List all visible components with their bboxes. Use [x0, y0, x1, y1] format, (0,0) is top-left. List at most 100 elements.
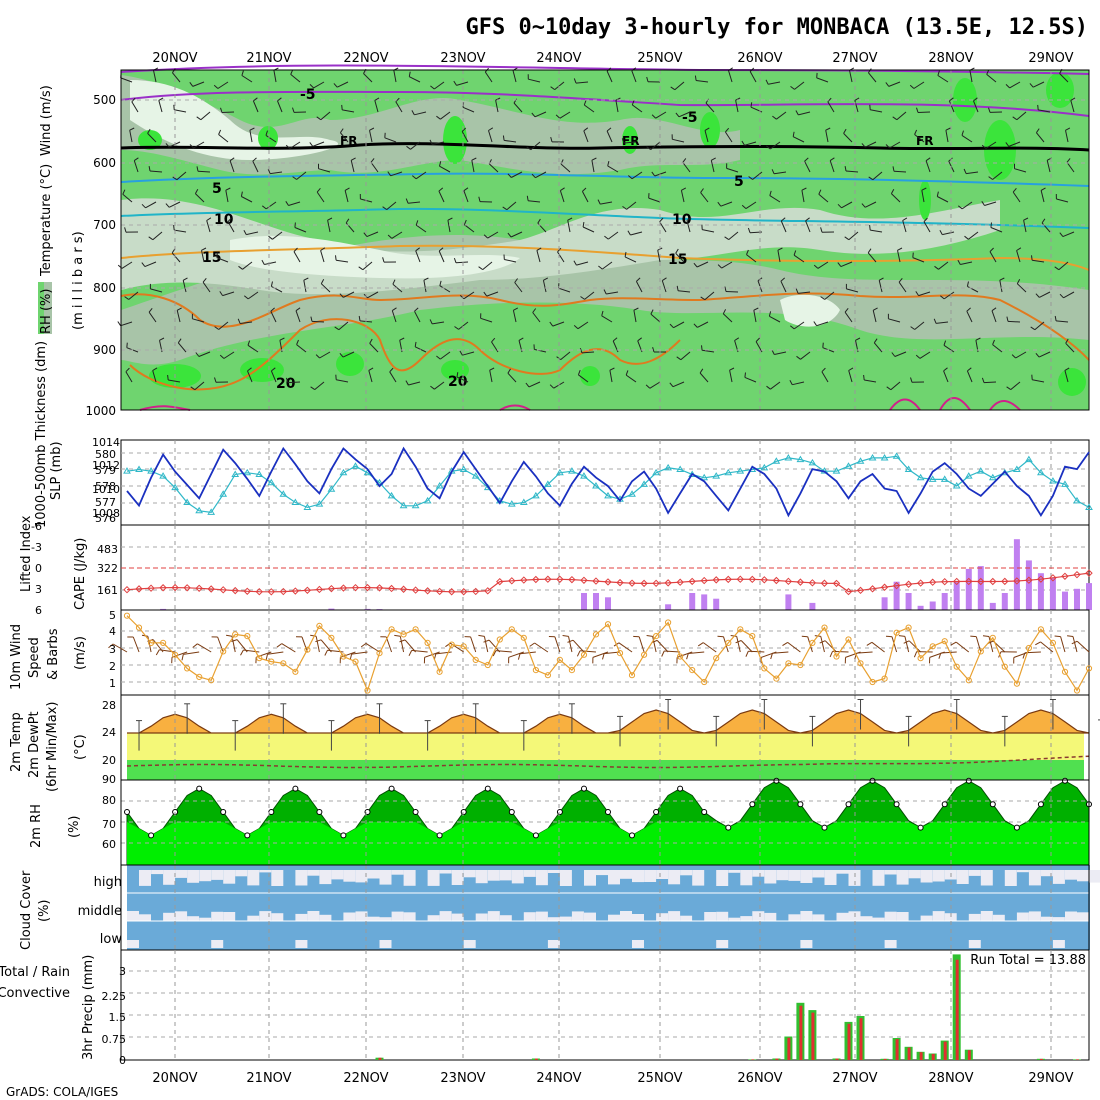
cloud-high-gap — [499, 870, 512, 881]
wind-barb — [1038, 109, 1051, 113]
wind-barb — [241, 75, 253, 83]
wind-barb-flag — [615, 97, 621, 101]
surface-barb-flag — [399, 639, 406, 643]
thickness-marker — [832, 467, 841, 474]
precip-convective-bar — [931, 1053, 935, 1060]
date-tick-bottom: 27NOV — [832, 1071, 877, 1086]
surface-barb-flag — [394, 634, 401, 637]
wind-barb-flag — [885, 144, 890, 149]
wind-barb-flag — [805, 217, 810, 222]
li-marker — [1037, 575, 1045, 583]
wind-barb-flag — [190, 386, 196, 391]
thickness-marker — [471, 472, 480, 479]
wind-barb-flag — [604, 235, 609, 240]
cloud-panel: high middle low Cloud Cover (%) — [19, 864, 1100, 951]
wind-speed-marker — [304, 646, 311, 653]
wind-barb — [633, 310, 637, 323]
wind-barb — [487, 231, 499, 239]
wind-barb-flag — [247, 340, 251, 346]
wind-barb — [936, 321, 949, 324]
wind-speed-marker — [196, 673, 203, 681]
cloud-high-gap — [668, 870, 681, 885]
wind-barb-flag — [939, 229, 943, 235]
wind-barb — [532, 312, 541, 323]
wind-barb-flag — [229, 157, 235, 162]
li-ticks: -6 -3 0 3 6 — [31, 520, 42, 617]
contour-label: FR — [916, 134, 933, 148]
wind-speed-marker — [953, 663, 960, 670]
surface-barb — [820, 636, 825, 653]
wind-barb-flag — [430, 385, 435, 390]
wind-barb — [222, 291, 235, 297]
wind-barb — [252, 100, 259, 113]
wind-barb-flag — [436, 355, 441, 360]
wind-barb — [288, 201, 301, 206]
thickness-marker — [1037, 468, 1045, 476]
wind-barb-flag — [1035, 352, 1040, 358]
wind-barb — [680, 351, 691, 361]
cloud-middle-gap — [367, 916, 380, 921]
rh-marker — [532, 832, 539, 839]
wind-barb-flag — [975, 337, 981, 341]
wind-speed-marker — [424, 639, 431, 647]
wind-barb — [792, 381, 805, 386]
wind-barb-flag — [934, 265, 939, 270]
cape-bar — [809, 602, 816, 610]
wind-barb — [659, 221, 667, 233]
wind-barb — [825, 130, 829, 143]
wind-barb — [314, 381, 325, 390]
wind-barb — [722, 313, 733, 323]
wind-barb-flag — [699, 368, 704, 374]
wind-barb — [265, 201, 277, 210]
li-marker — [423, 587, 432, 595]
wind-barb-flag — [309, 84, 314, 89]
wind-speed-marker — [328, 634, 335, 641]
ylabel-wind-3: & Barbs — [46, 628, 61, 680]
li-marker — [977, 577, 985, 586]
cloud-middle-gap — [608, 914, 620, 921]
wind-barb-flag — [886, 386, 892, 391]
wind-speed-marker — [292, 668, 299, 675]
wind-barb-flag — [844, 236, 850, 241]
wind-barb — [148, 311, 157, 323]
wind-speed-marker — [989, 634, 996, 641]
cloud-middle-gap — [175, 911, 188, 921]
surface-barb — [579, 650, 597, 653]
surface-barb — [435, 651, 452, 655]
li-marker — [279, 587, 288, 596]
wind-barb-flag — [507, 173, 512, 178]
wind-barb-flag — [1005, 84, 1010, 89]
surface-barb — [787, 642, 801, 653]
wind-barb-flag — [646, 146, 651, 151]
cloud-level-label: low — [100, 932, 123, 947]
cloud-high-gap — [740, 870, 753, 886]
wind-barb-flag — [645, 384, 651, 389]
temp-ticks: 28 24 20 90 — [102, 699, 116, 786]
wind-barb-flag — [675, 248, 679, 254]
wind-barb-flag — [582, 222, 585, 228]
cape-bar — [929, 601, 936, 610]
wind-barb-flag — [939, 295, 945, 300]
wind-barb-flag — [201, 247, 207, 251]
precip-convective-bar — [811, 1012, 815, 1060]
surface-barb-flag — [181, 654, 184, 661]
wind-barb-flag — [219, 354, 225, 359]
wind-barb — [818, 193, 829, 203]
surface-barb-flag — [276, 643, 283, 648]
wind-barb — [147, 133, 157, 143]
wind-barb — [120, 321, 133, 327]
wind-barb — [985, 141, 997, 149]
rh-moist-blobs — [138, 72, 1086, 396]
wind-barb-flag — [463, 187, 469, 192]
cloud-high-gap — [584, 870, 596, 886]
wind-barb — [864, 379, 877, 383]
li-marker — [748, 575, 757, 584]
wind-barb-flag — [734, 337, 740, 341]
wind-barb — [966, 310, 973, 323]
wind-barb — [840, 261, 853, 268]
run-total-label: Run Total = 13.88 — [970, 953, 1086, 968]
thickness-marker — [543, 480, 552, 487]
wind-barb-flag — [793, 250, 797, 256]
wind-barb-flag — [370, 158, 375, 163]
wind-barb-flag — [820, 227, 823, 233]
